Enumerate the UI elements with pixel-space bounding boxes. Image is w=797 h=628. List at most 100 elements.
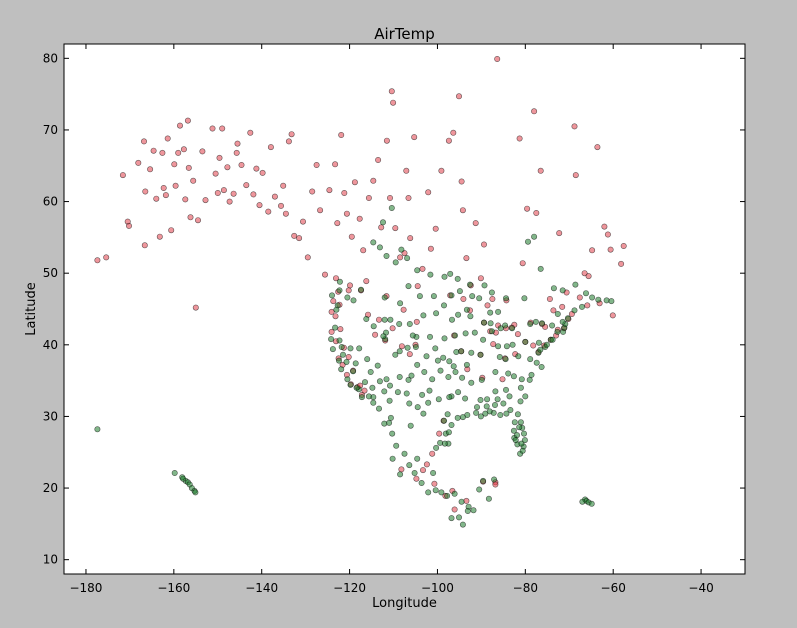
point-series-0-117 bbox=[533, 210, 540, 217]
point-series-1-51 bbox=[411, 469, 418, 476]
x-tick-label: −40 bbox=[688, 581, 713, 595]
point-series-1-116 bbox=[425, 399, 432, 406]
point-series-1-194 bbox=[517, 398, 524, 405]
point-series-0-78 bbox=[375, 157, 382, 164]
point-series-1-154 bbox=[392, 351, 399, 358]
point-series-1-21 bbox=[447, 270, 454, 277]
point-series-1-185 bbox=[437, 367, 444, 374]
x-tick-label: −100 bbox=[421, 581, 454, 595]
point-series-0-159 bbox=[345, 353, 352, 360]
point-series-0-141 bbox=[332, 275, 339, 282]
point-series-0-60 bbox=[299, 218, 306, 225]
point-series-1-144 bbox=[336, 287, 343, 294]
point-series-1-263 bbox=[394, 389, 401, 396]
point-series-0-180 bbox=[514, 331, 521, 338]
point-series-1-65 bbox=[464, 507, 471, 514]
point-series-1-139 bbox=[328, 336, 335, 343]
point-series-0-146 bbox=[332, 313, 339, 320]
point-series-1-94 bbox=[512, 437, 519, 444]
point-series-1-215 bbox=[463, 306, 470, 313]
point-series-1-176 bbox=[446, 358, 453, 365]
y-tick-label: 80 bbox=[43, 51, 58, 65]
y-tick-label: 70 bbox=[43, 123, 58, 137]
point-series-0-164 bbox=[372, 331, 379, 338]
point-series-1-145 bbox=[336, 278, 343, 285]
point-series-0-64 bbox=[317, 207, 324, 214]
point-series-1-202 bbox=[492, 368, 499, 375]
point-series-1-276 bbox=[483, 403, 490, 410]
point-series-0-93 bbox=[425, 189, 432, 196]
point-series-0-109 bbox=[494, 55, 501, 62]
point-series-0-43 bbox=[238, 162, 245, 169]
point-series-0-77 bbox=[370, 177, 377, 184]
point-series-1-64 bbox=[480, 477, 487, 484]
point-series-1-164 bbox=[397, 300, 404, 307]
y-tick-label: 30 bbox=[43, 409, 58, 423]
point-series-1-97 bbox=[497, 411, 504, 418]
point-series-0-81 bbox=[386, 195, 393, 202]
point-series-1-17 bbox=[404, 255, 411, 262]
point-series-1-122 bbox=[396, 373, 403, 380]
point-series-0-167 bbox=[398, 343, 405, 350]
point-series-0-32 bbox=[209, 125, 216, 132]
point-series-0-128 bbox=[576, 294, 583, 301]
point-series-0-79 bbox=[378, 224, 385, 231]
point-series-0-49 bbox=[259, 169, 266, 176]
point-series-0-120 bbox=[546, 295, 553, 302]
point-series-0-9 bbox=[147, 166, 154, 173]
point-series-1-266 bbox=[429, 376, 436, 383]
point-series-1-189 bbox=[484, 396, 491, 403]
point-series-1-150 bbox=[370, 323, 377, 330]
point-series-1-43 bbox=[588, 500, 595, 507]
point-series-0-171 bbox=[413, 318, 420, 325]
point-series-1-190 bbox=[492, 388, 499, 395]
point-series-0-39 bbox=[226, 198, 233, 205]
point-series-0-15 bbox=[162, 192, 169, 199]
chart-title: AirTemp bbox=[374, 25, 435, 43]
point-series-1-250 bbox=[380, 333, 387, 340]
point-series-1-208 bbox=[509, 341, 516, 348]
point-series-1-225 bbox=[469, 293, 476, 300]
point-series-0-122 bbox=[556, 230, 563, 237]
point-series-1-44 bbox=[579, 498, 586, 505]
point-series-1-60 bbox=[470, 507, 477, 514]
point-series-0-211 bbox=[451, 506, 458, 513]
point-series-0-173 bbox=[460, 295, 467, 302]
point-series-0-198 bbox=[499, 376, 506, 383]
point-series-1-82 bbox=[510, 427, 517, 434]
point-series-1-52 bbox=[418, 479, 425, 486]
point-series-1-188 bbox=[477, 396, 484, 403]
point-series-1-136 bbox=[338, 343, 345, 350]
point-series-1-75 bbox=[397, 471, 404, 478]
point-series-1-182 bbox=[463, 361, 470, 368]
point-series-0-17 bbox=[168, 227, 175, 234]
point-series-0-213 bbox=[431, 480, 438, 487]
point-series-1-230 bbox=[533, 359, 540, 366]
point-series-1-249 bbox=[571, 307, 578, 314]
point-series-0-18 bbox=[171, 161, 178, 168]
point-series-0-137 bbox=[607, 246, 614, 253]
point-series-1-121 bbox=[408, 372, 415, 379]
point-series-0-45 bbox=[247, 129, 254, 136]
point-series-1-130 bbox=[353, 384, 360, 391]
point-series-1-179 bbox=[458, 348, 465, 355]
point-series-0-106 bbox=[480, 241, 487, 248]
point-series-1-165 bbox=[416, 293, 423, 300]
point-series-1-238 bbox=[532, 318, 539, 325]
point-series-0-76 bbox=[365, 195, 372, 202]
points-layer bbox=[94, 55, 627, 528]
point-series-1-105 bbox=[454, 414, 461, 421]
point-series-0-144 bbox=[330, 298, 337, 305]
point-series-1-270 bbox=[432, 345, 439, 352]
point-series-0-215 bbox=[423, 461, 430, 468]
point-series-0-168 bbox=[406, 351, 413, 358]
point-series-1-134 bbox=[335, 357, 342, 364]
point-series-1-56 bbox=[444, 492, 451, 499]
y-tick-label: 40 bbox=[43, 338, 58, 352]
point-series-0-66 bbox=[326, 187, 333, 194]
point-series-0-162 bbox=[375, 316, 382, 323]
point-series-0-85 bbox=[397, 254, 404, 261]
point-series-1-14 bbox=[376, 244, 383, 251]
point-series-1-273 bbox=[455, 389, 462, 396]
